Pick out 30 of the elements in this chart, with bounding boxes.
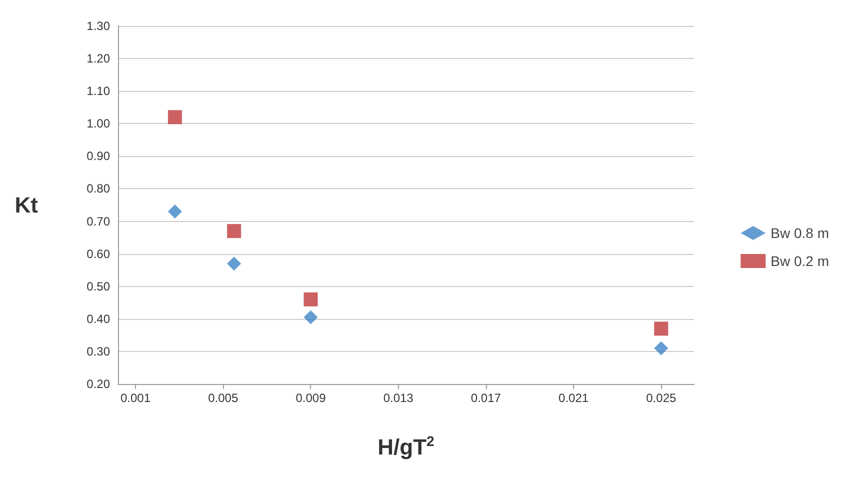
x-tick-label: 0.001 [120,391,151,405]
legend-label: Bw 0.2 m [770,253,830,269]
legend-label: Bw 0.8 m [770,225,830,241]
point [654,341,668,356]
x-tick-label: 0.005 [208,391,238,405]
y-tick-label: 1.30 [86,19,110,33]
point [168,110,182,124]
point [304,310,318,324]
x-tick-label: 0.025 [646,391,676,405]
point [304,292,318,306]
y-tick-label: 1.10 [86,84,110,98]
y-tick-label: 0.60 [86,246,110,261]
y-tick-label: 1.20 [86,52,110,66]
y-tick-label: 0.70 [86,214,110,228]
y-tick-label: 0.20 [86,377,110,391]
point [168,204,182,219]
y-tick-label: 0.30 [86,344,110,358]
x-tick-label: 0.013 [383,391,414,405]
y-tick-label: 0.80 [86,182,110,196]
y-tick-label: 0.90 [86,149,110,164]
x-tick-label: 0.009 [296,391,326,405]
y-tick-label: 1.00 [86,116,110,131]
x-tick-label: 0.021 [558,391,589,405]
point [654,322,668,336]
y-tick-label: 0.50 [86,279,110,294]
point [227,256,242,271]
point [227,224,242,238]
y-tick-label: 0.40 [86,312,110,326]
x-tick-label: 0.017 [470,391,502,405]
y-axis-title: Kt [14,192,39,218]
